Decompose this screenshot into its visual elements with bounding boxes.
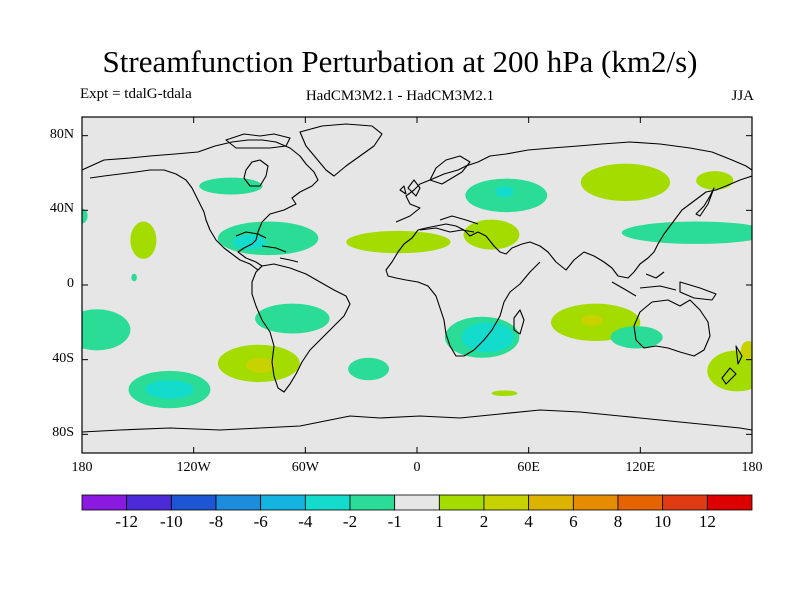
anomaly-s-pac-neg-2 [145,380,194,399]
colorbar-swatch [617,494,664,511]
lon-tick-label: 60W [291,460,319,475]
coastline-layer [82,123,752,433]
lat-tick-label: 40N [49,201,74,217]
plot-title: Streamfunction Perturbation at 200 hPa (… [102,44,698,79]
lon-tick-label: 0 [413,460,421,475]
colorbar-label: -8 [208,512,224,531]
colorbar-label: 1 [435,512,444,531]
coastline-madagascar [513,309,525,335]
axis-ticks [81,117,753,453]
lon-tick-label: 120E [625,460,656,475]
colorbar-swatch [483,494,530,511]
colorbar-swatch [572,494,619,511]
colorbar-label: -10 [159,512,183,531]
anomaly-indian-pos-2 [580,314,604,327]
colorbar-label: 6 [569,512,578,531]
lon-tick-label: 60E [517,460,540,475]
colorbar-swatch [528,494,574,511]
coastline-mediterranean [419,215,479,233]
anomaly-s-pac-edge-neg [82,309,131,351]
colorbar-swatch [215,494,262,511]
coastline-australia [633,299,711,357]
lat-tick-label: 0 [67,276,74,291]
colorbar-label: 2 [479,512,489,531]
colorbar-swatch [394,494,440,511]
coastline-north-america [82,139,319,271]
colorbar-swatch [706,494,753,511]
lon-tick-label: 180 [71,460,93,475]
anomaly-australia-neg [610,326,663,349]
colorbar-label: -4 [298,512,313,531]
anomaly-s-africa-neg-2 [461,322,514,353]
colorbar-label: 12 [698,512,716,531]
colorbar-label: 8 [613,512,623,531]
coastline-japan [695,187,715,217]
anomaly-mideast-pos [463,219,520,250]
anomaly-se-pac-pos-2 [245,357,276,373]
colorbar-label: -6 [253,512,268,531]
anomaly-s-america-neg [255,303,330,334]
lat-tick-label: 80S [52,425,74,441]
coastline-new-zealand [721,345,743,385]
coastline-south-america [251,263,351,393]
anomaly-c-pac-dot-neg [131,273,137,282]
colorbar-swatch [438,494,485,511]
colorbar-label: -12 [115,512,138,531]
colorbar-label: -1 [387,512,402,531]
coastline-british-isles [399,179,421,197]
coastline-maritime-continent [611,271,717,301]
coastline-eurasia-africa [385,141,752,357]
coastline-hudson-bay [243,159,269,187]
colorbar [81,494,753,511]
anomaly-s-atl-neg [348,357,390,381]
anomaly-s-ocean-pos [491,390,518,397]
experiment-label: Expt = tdalG-tdala [80,86,192,102]
model-label: HadCM3M2.1 - HadCM3M2.1 [305,88,495,104]
anomaly-gulf-neg-2 [232,234,267,250]
colorbar-swatch [349,494,396,511]
anomaly-nw-africa-pos [346,230,451,254]
anomaly-layer [82,163,752,409]
colorbar-swatch [81,494,128,511]
anomaly-ne-pac-pos [130,221,157,259]
colorbar-swatch [126,494,172,511]
colorbar-label: 10 [654,512,672,531]
colorbar-swatch [662,494,708,511]
anomaly-nw-pac-neg [621,221,752,244]
lon-tick-label: 120W [176,460,211,475]
anomaly-ne-asia-pos [580,163,671,201]
anomaly-atl-edge-neg [82,208,88,224]
anomaly-central-asia-neg-2 [495,186,514,198]
coastline-caribbean [235,231,299,263]
lat-tick-label: 40S [52,350,74,366]
anomaly-okhotsk-pos [696,171,734,190]
anomaly-sw-pac-pos-2 [740,341,752,360]
lat-tick-label: 80N [49,126,74,142]
coastline-greenland [299,123,383,177]
colorbar-swatch [170,494,217,511]
colorbar-swatch [304,494,351,511]
anomaly-sw-pac-pos-1 [707,350,752,392]
colorbar-swatch [260,494,306,511]
colorbar-label: 4 [524,512,533,531]
coastline-arctic-islands [225,133,291,149]
colorbar-label: -2 [342,512,358,531]
season-label: JJA [731,88,754,104]
coastline-antarctica [82,409,752,433]
lon-tick-label: 180 [741,460,763,475]
coastline-scandinavia [429,155,471,185]
anomaly-gulf-neg-1 [217,221,319,256]
